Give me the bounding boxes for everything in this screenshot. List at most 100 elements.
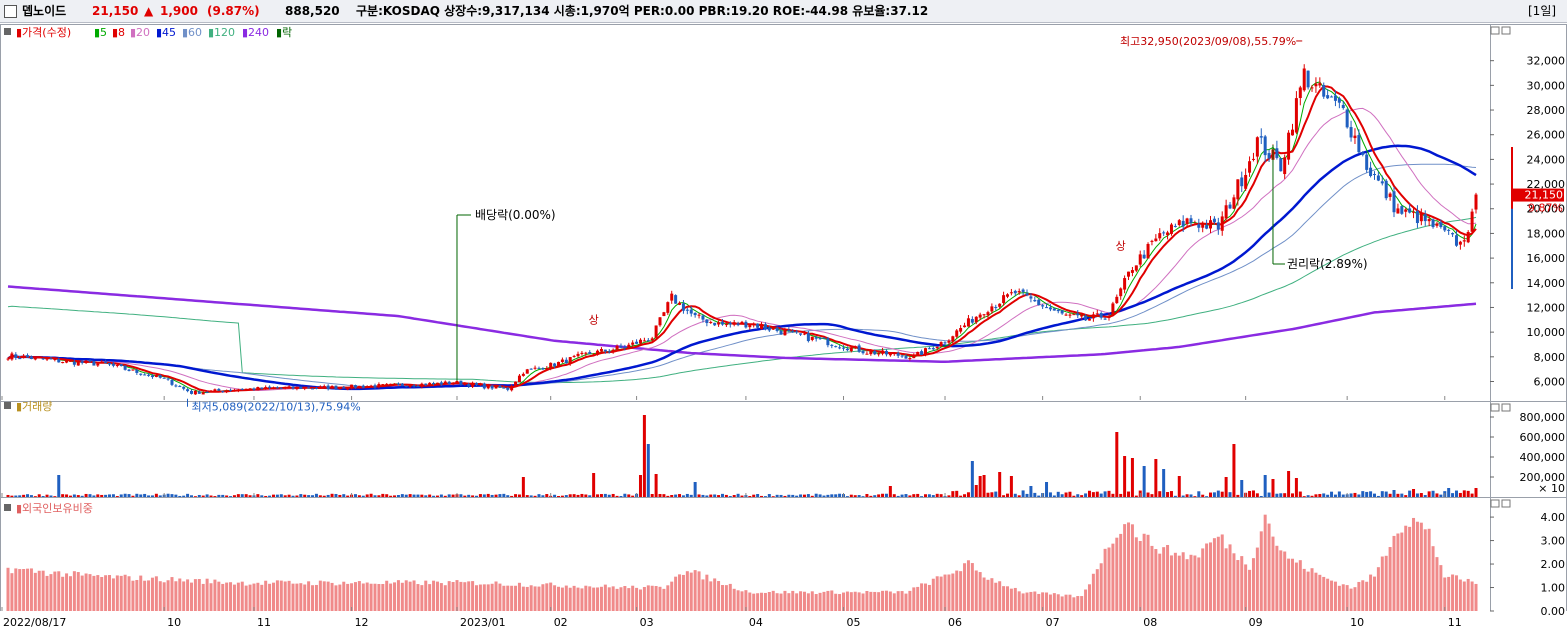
candle <box>279 387 283 390</box>
foreign-bar <box>451 581 455 611</box>
volume-bar <box>6 494 10 497</box>
candle <box>439 380 443 387</box>
candle-body <box>451 383 455 385</box>
candle <box>705 318 709 327</box>
candle-body <box>580 352 584 354</box>
foreign-bar <box>908 590 912 611</box>
volume-bar <box>1392 490 1396 497</box>
foreign-bar <box>170 577 174 611</box>
change-arrow-icon: ▲ <box>144 4 154 18</box>
candle-body <box>1212 218 1216 223</box>
candle <box>1072 313 1076 316</box>
volume-bar <box>170 494 174 497</box>
candle <box>1166 230 1170 240</box>
candle <box>1095 309 1099 315</box>
candle <box>14 352 18 360</box>
foreign-bar <box>213 579 217 611</box>
foreign-bar <box>1150 545 1154 611</box>
candle <box>1337 96 1341 109</box>
foreign-bar <box>346 583 350 611</box>
foreign-bar <box>1212 538 1216 611</box>
candle <box>1181 215 1185 233</box>
candle-body <box>170 379 174 385</box>
candle <box>1244 168 1248 192</box>
candle <box>186 388 190 393</box>
candle-body <box>1470 211 1474 232</box>
volume-bar <box>748 496 752 497</box>
period-selector[interactable]: [1일] <box>1528 4 1557 18</box>
candle-body <box>966 318 970 327</box>
candle <box>537 366 541 369</box>
foreign-bar <box>662 588 666 611</box>
volume-bar <box>26 494 30 497</box>
candle-body <box>334 385 338 389</box>
candle <box>818 336 822 340</box>
foreign-bar <box>1454 575 1458 611</box>
volume-bar <box>1209 492 1213 497</box>
volume-bar <box>892 494 896 497</box>
candle <box>834 345 838 348</box>
volume-bar <box>994 491 998 497</box>
foreign-bar <box>404 580 408 611</box>
candle-body <box>994 306 998 308</box>
foreign-bar <box>314 584 318 611</box>
candle <box>510 384 514 392</box>
candle <box>80 360 84 365</box>
volume-bar <box>420 494 424 497</box>
foreign-bar <box>517 582 521 611</box>
foreign-bar <box>978 572 982 611</box>
candle-body <box>1029 296 1033 299</box>
foreign-bar <box>1099 563 1103 611</box>
foreign-bar <box>1052 593 1056 611</box>
candle <box>791 328 795 333</box>
candle <box>412 383 416 388</box>
candle <box>1220 211 1224 236</box>
candle <box>943 341 947 345</box>
price-y-tick-label: 24,000 <box>1527 153 1566 166</box>
candle-body <box>1189 218 1193 223</box>
volume-bar <box>1267 492 1271 497</box>
panel-min-icon <box>1490 499 1500 508</box>
volume-bar <box>1291 493 1294 497</box>
candle <box>400 383 404 387</box>
candle <box>1123 275 1127 294</box>
candle <box>607 349 611 354</box>
foreign-bar <box>1408 526 1412 611</box>
volume-bar <box>236 494 240 497</box>
candle-body <box>760 324 764 329</box>
price-y-tick-label: 20,000 <box>1527 203 1566 216</box>
candle-body <box>1415 211 1419 224</box>
volume-bar <box>96 494 100 497</box>
candle-body <box>1240 177 1244 187</box>
foreign-bar <box>428 584 432 611</box>
candle-body <box>1095 313 1099 315</box>
foreign-y-tick-label: 3.00 <box>1541 535 1566 548</box>
x-tick-label-07: 07 <box>1046 616 1060 629</box>
foreign-bar <box>1029 591 1033 611</box>
volume-bar <box>935 493 939 497</box>
foreign-bar <box>291 583 295 611</box>
foreign-bar <box>334 585 338 611</box>
foreign-bar <box>1142 533 1146 611</box>
candle <box>998 303 1002 309</box>
foreign-bar <box>1462 581 1466 611</box>
volume-bar <box>1072 495 1076 497</box>
volume-bar <box>510 495 514 497</box>
volume-bar <box>553 494 557 497</box>
select-checkbox[interactable] <box>4 5 17 18</box>
candle <box>369 384 373 388</box>
candle <box>1322 82 1326 99</box>
candle <box>689 306 693 317</box>
candle-body <box>1150 240 1154 242</box>
foreign-bar <box>287 580 291 611</box>
candle <box>728 321 732 328</box>
price-y-tick-label: 26,000 <box>1527 129 1566 142</box>
foreign-bar <box>1048 594 1052 611</box>
candle <box>275 386 279 389</box>
candle-body <box>720 321 724 325</box>
candle-body <box>1419 212 1423 222</box>
volume-bar <box>322 495 326 497</box>
candle <box>1279 158 1283 172</box>
foreign-bar <box>845 591 849 611</box>
candle <box>935 346 939 350</box>
